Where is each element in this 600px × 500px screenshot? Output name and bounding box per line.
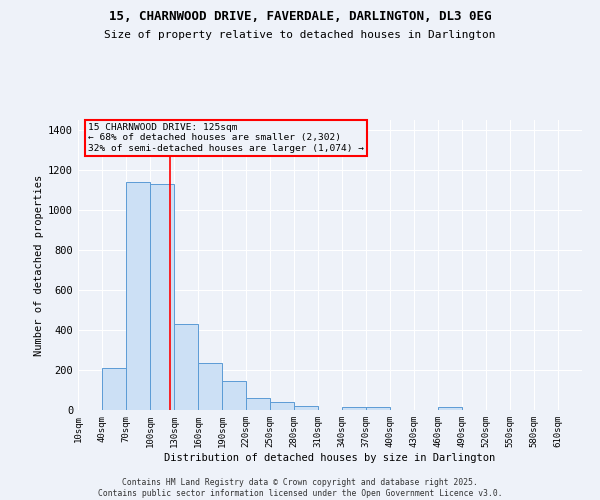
Bar	[174, 324, 198, 410]
Bar	[366, 408, 390, 410]
Bar	[438, 408, 462, 410]
Text: 15 CHARNWOOD DRIVE: 125sqm
← 68% of detached houses are smaller (2,302)
32% of s: 15 CHARNWOOD DRIVE: 125sqm ← 68% of deta…	[88, 123, 364, 152]
Bar	[246, 398, 270, 410]
X-axis label: Distribution of detached houses by size in Darlington: Distribution of detached houses by size …	[164, 452, 496, 462]
Text: 15, CHARNWOOD DRIVE, FAVERDALE, DARLINGTON, DL3 0EG: 15, CHARNWOOD DRIVE, FAVERDALE, DARLINGT…	[109, 10, 491, 23]
Y-axis label: Number of detached properties: Number of detached properties	[34, 174, 44, 356]
Bar	[150, 184, 174, 410]
Bar	[294, 406, 318, 410]
Text: Size of property relative to detached houses in Darlington: Size of property relative to detached ho…	[104, 30, 496, 40]
Bar	[342, 407, 366, 410]
Bar	[126, 182, 150, 410]
Bar	[198, 363, 222, 410]
Bar	[270, 402, 294, 410]
Text: Contains HM Land Registry data © Crown copyright and database right 2025.
Contai: Contains HM Land Registry data © Crown c…	[98, 478, 502, 498]
Bar	[222, 381, 246, 410]
Bar	[102, 368, 126, 410]
